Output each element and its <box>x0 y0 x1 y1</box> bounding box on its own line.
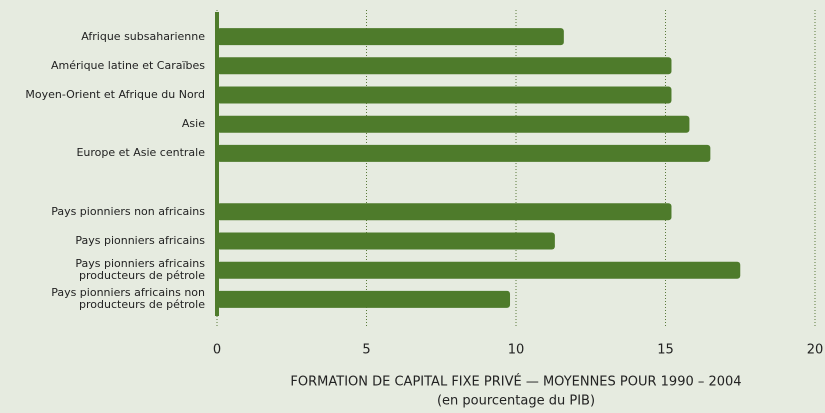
bar <box>217 86 672 104</box>
bar <box>217 261 741 279</box>
y-tick-label: Europe et Asie centrale <box>76 146 205 160</box>
x-tick-label: 10 <box>508 343 525 358</box>
bar <box>217 290 511 308</box>
y-tick-label: Asie <box>181 117 205 131</box>
x-tick-label: 20 <box>807 343 824 358</box>
y-tick-label: Pays pionniers africains producteurs de … <box>75 257 205 283</box>
bar <box>217 203 672 221</box>
x-tick-label: 5 <box>362 343 370 358</box>
y-tick-label: Afrique subsaharienne <box>81 29 205 43</box>
bar <box>217 28 564 46</box>
x-axis-label: FORMATION DE CAPITAL FIXE PRIVÉ — MOYENN… <box>290 374 741 390</box>
x-tick-label: 0 <box>213 343 221 358</box>
bar <box>217 144 711 162</box>
y-tick-label: Moyen-Orient et Afrique du Nord <box>25 88 205 101</box>
x-tick-label: 15 <box>657 343 674 358</box>
y-tick-label: Amérique latine et Caraïbes <box>50 58 205 72</box>
bar <box>217 57 672 75</box>
bar <box>217 115 690 133</box>
y-tick-label: Pays pionniers africains non producteurs… <box>51 286 205 312</box>
bar <box>217 232 555 250</box>
x-axis-note: (en pourcentage du PIB) <box>437 394 595 409</box>
y-tick-label: Pays pionniers non africains <box>51 204 205 218</box>
y-tick-label: Pays pionniers africains <box>75 234 205 247</box>
